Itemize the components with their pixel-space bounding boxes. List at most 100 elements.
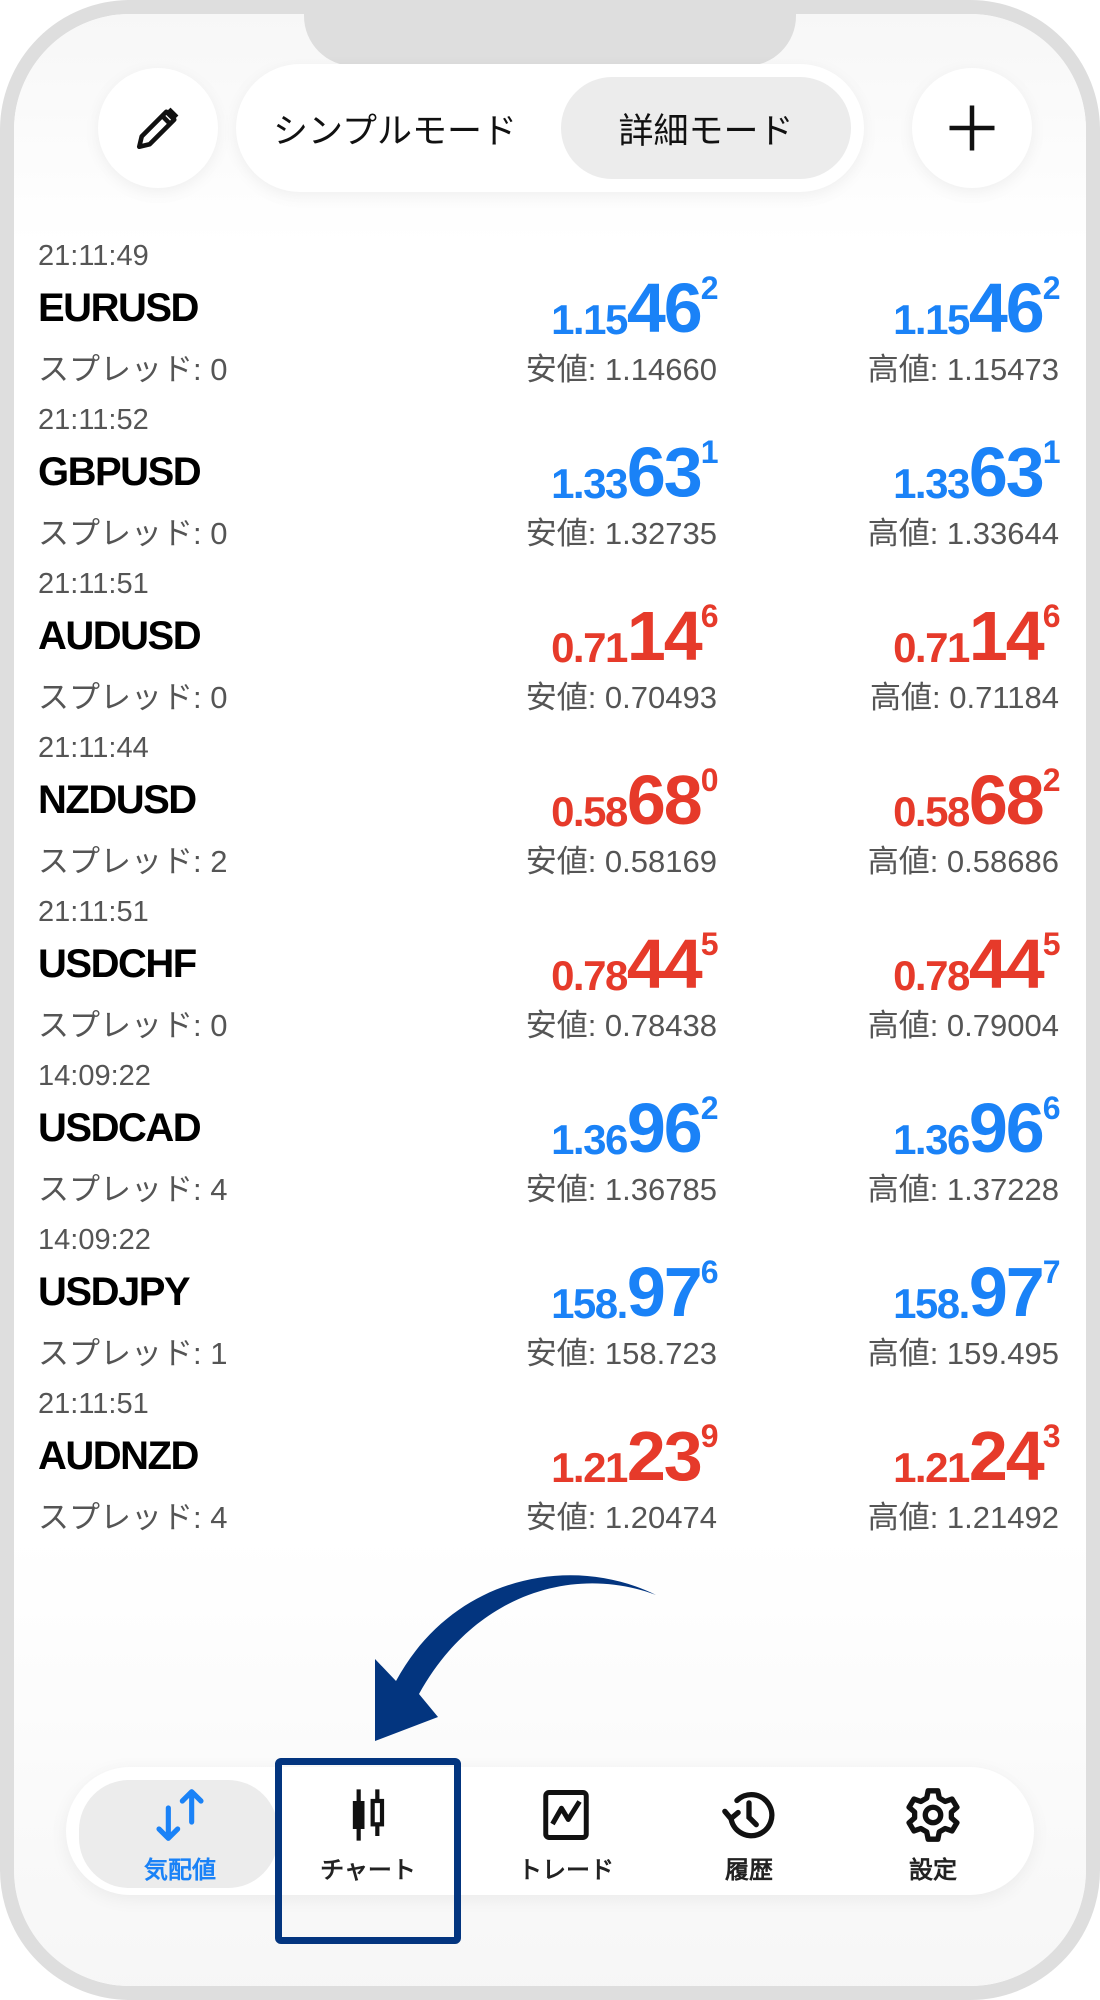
pencil-icon (136, 107, 179, 150)
tab-label: 履歴 (725, 1857, 773, 1884)
bid-price[interactable]: 1.33 63 1 (551, 424, 719, 512)
price-fraction: 1 (700, 434, 719, 470)
bid-price[interactable]: 1.15 46 2 (551, 260, 719, 348)
quote-row[interactable]: 21:11:52 GBPUSD スプレッド: 0 1.33 63 1 1.33 … (14, 404, 1086, 568)
high-price: 高値: 0.79004 (867, 1008, 1059, 1043)
price-pips: 46 (626, 269, 703, 347)
low-price: 安値: 0.70493 (525, 680, 717, 715)
spread: スプレッド: 0 (38, 516, 228, 551)
price-pips: 97 (626, 1253, 703, 1331)
quote-row[interactable]: 21:11:49 EURUSD スプレッド: 0 1.15 46 2 1.15 … (14, 240, 1086, 404)
bid-price[interactable]: 1.36 96 2 (551, 1080, 718, 1168)
tab-quotes[interactable]: 気配値 (95, 1780, 265, 1888)
quote-time: 21:11:51 (38, 1388, 149, 1420)
tab-label: チャート (320, 1857, 416, 1884)
spread: スプレッド: 2 (38, 844, 228, 879)
price-fraction: 7 (1042, 1254, 1061, 1290)
tab-trade[interactable]: トレード (481, 1780, 651, 1888)
detail-mode-tab[interactable]: 詳細モード (561, 77, 851, 179)
price-fraction: 0 (700, 762, 719, 798)
ask-price[interactable]: 1.21 24 3 (893, 1408, 1060, 1496)
quotes-arrows-icon (156, 1789, 204, 1841)
quote-row[interactable]: 14:09:22 USDJPY スプレッド: 1 158. 97 6 158. … (14, 1224, 1086, 1388)
add-symbol-button[interactable] (912, 68, 1032, 188)
price-pips: 96 (968, 1089, 1045, 1167)
price-prefix: 158. (551, 1280, 628, 1327)
symbol-name: EURUSD (38, 286, 199, 330)
high-price: 高値: 1.15473 (867, 352, 1059, 387)
bid-price[interactable]: 0.58 68 0 (551, 752, 719, 840)
price-prefix: 1.36 (551, 1116, 628, 1163)
quote-row[interactable]: 21:11:44 NZDUSD スプレッド: 2 0.58 68 0 0.58 … (14, 732, 1086, 896)
ask-price[interactable]: 1.15 46 2 (893, 260, 1061, 348)
ask-price[interactable]: 1.33 63 1 (893, 424, 1060, 512)
low-price: 安値: 158.723 (525, 1336, 717, 1371)
spread: スプレッド: 4 (38, 1172, 228, 1207)
bid-price[interactable]: 0.71 14 6 (551, 588, 719, 676)
price-fraction: 2 (700, 270, 719, 306)
symbol-name: USDJPY (38, 1270, 191, 1314)
ask-price[interactable]: 0.58 68 2 (893, 752, 1061, 840)
simple-mode-tab[interactable]: シンプルモード (273, 111, 517, 151)
price-fraction: 6 (700, 598, 719, 634)
quote-row[interactable]: 21:11:51 AUDNZD スプレッド: 4 1.21 23 9 1.21 … (14, 1388, 1086, 1552)
plus-icon (949, 105, 995, 151)
symbol-name: AUDUSD (38, 614, 202, 658)
quote-time: 21:11:51 (38, 568, 149, 600)
ask-price[interactable]: 1.36 96 6 (893, 1080, 1060, 1168)
bottom-background (14, 1534, 1086, 1986)
price-pips: 14 (626, 597, 703, 675)
quote-row[interactable]: 21:11:51 USDCHF スプレッド: 0 0.78 44 5 0.78 … (14, 896, 1086, 1060)
price-fraction: 6 (1042, 598, 1061, 634)
annotation-arrow (375, 1575, 656, 1741)
price-prefix: 1.36 (893, 1116, 970, 1163)
phone-notch (304, 14, 796, 66)
bid-price[interactable]: 1.21 23 9 (551, 1408, 718, 1496)
bid-price[interactable]: 158. 97 6 (551, 1244, 718, 1332)
ask-price[interactable]: 0.78 44 5 (893, 916, 1060, 1004)
price-fraction: 2 (1042, 762, 1061, 798)
high-price: 高値: 1.37228 (867, 1172, 1059, 1207)
price-fraction: 2 (1042, 270, 1061, 306)
chart-tab-highlight (275, 1758, 461, 1944)
low-price: 安値: 1.32735 (525, 516, 717, 551)
quote-time: 14:09:22 (38, 1060, 151, 1092)
price-prefix: 0.58 (551, 788, 628, 835)
high-price: 高値: 159.495 (867, 1336, 1059, 1371)
symbol-name: USDCAD (38, 1106, 202, 1150)
symbol-name: AUDNZD (38, 1434, 199, 1478)
ask-price[interactable]: 158. 97 7 (893, 1244, 1061, 1332)
high-price: 高値: 1.33644 (867, 516, 1059, 551)
quote-time: 21:11:49 (38, 240, 149, 272)
price-pips: 44 (968, 925, 1045, 1003)
edit-button[interactable] (98, 68, 218, 188)
tab-chart[interactable]: チャート (283, 1780, 453, 1888)
low-price: 安値: 0.78438 (525, 1008, 717, 1043)
quote-row[interactable]: 14:09:22 USDCAD スプレッド: 4 1.36 96 2 1.36 … (14, 1060, 1086, 1224)
symbol-name: NZDUSD (38, 778, 197, 822)
spread: スプレッド: 4 (38, 1500, 228, 1535)
spread: スプレッド: 0 (38, 1008, 228, 1043)
price-prefix: 0.78 (893, 952, 970, 999)
low-price: 安値: 1.20474 (525, 1500, 717, 1535)
price-pips: 24 (968, 1417, 1045, 1495)
tab-settings[interactable]: 設定 (848, 1780, 1018, 1888)
tab-label: 気配値 (144, 1857, 216, 1884)
price-pips: 14 (968, 597, 1045, 675)
price-pips: 46 (968, 269, 1045, 347)
quote-row[interactable]: 21:11:51 AUDUSD スプレッド: 0 0.71 14 6 0.71 … (14, 568, 1086, 732)
quote-time: 21:11:52 (38, 404, 149, 436)
bid-price[interactable]: 0.78 44 5 (551, 916, 718, 1004)
price-prefix: 1.21 (893, 1444, 970, 1491)
price-prefix: 0.78 (551, 952, 628, 999)
symbol-name: USDCHF (38, 942, 197, 986)
ask-price[interactable]: 0.71 14 6 (893, 588, 1061, 676)
tab-history[interactable]: 履歴 (664, 1780, 834, 1888)
price-prefix: 0.58 (893, 788, 970, 835)
spread: スプレッド: 0 (38, 680, 228, 715)
price-pips: 23 (626, 1417, 703, 1495)
trade-chart-icon (543, 1790, 589, 1840)
spread: スプレッド: 1 (38, 1336, 228, 1371)
tab-label: 設定 (909, 1857, 957, 1884)
